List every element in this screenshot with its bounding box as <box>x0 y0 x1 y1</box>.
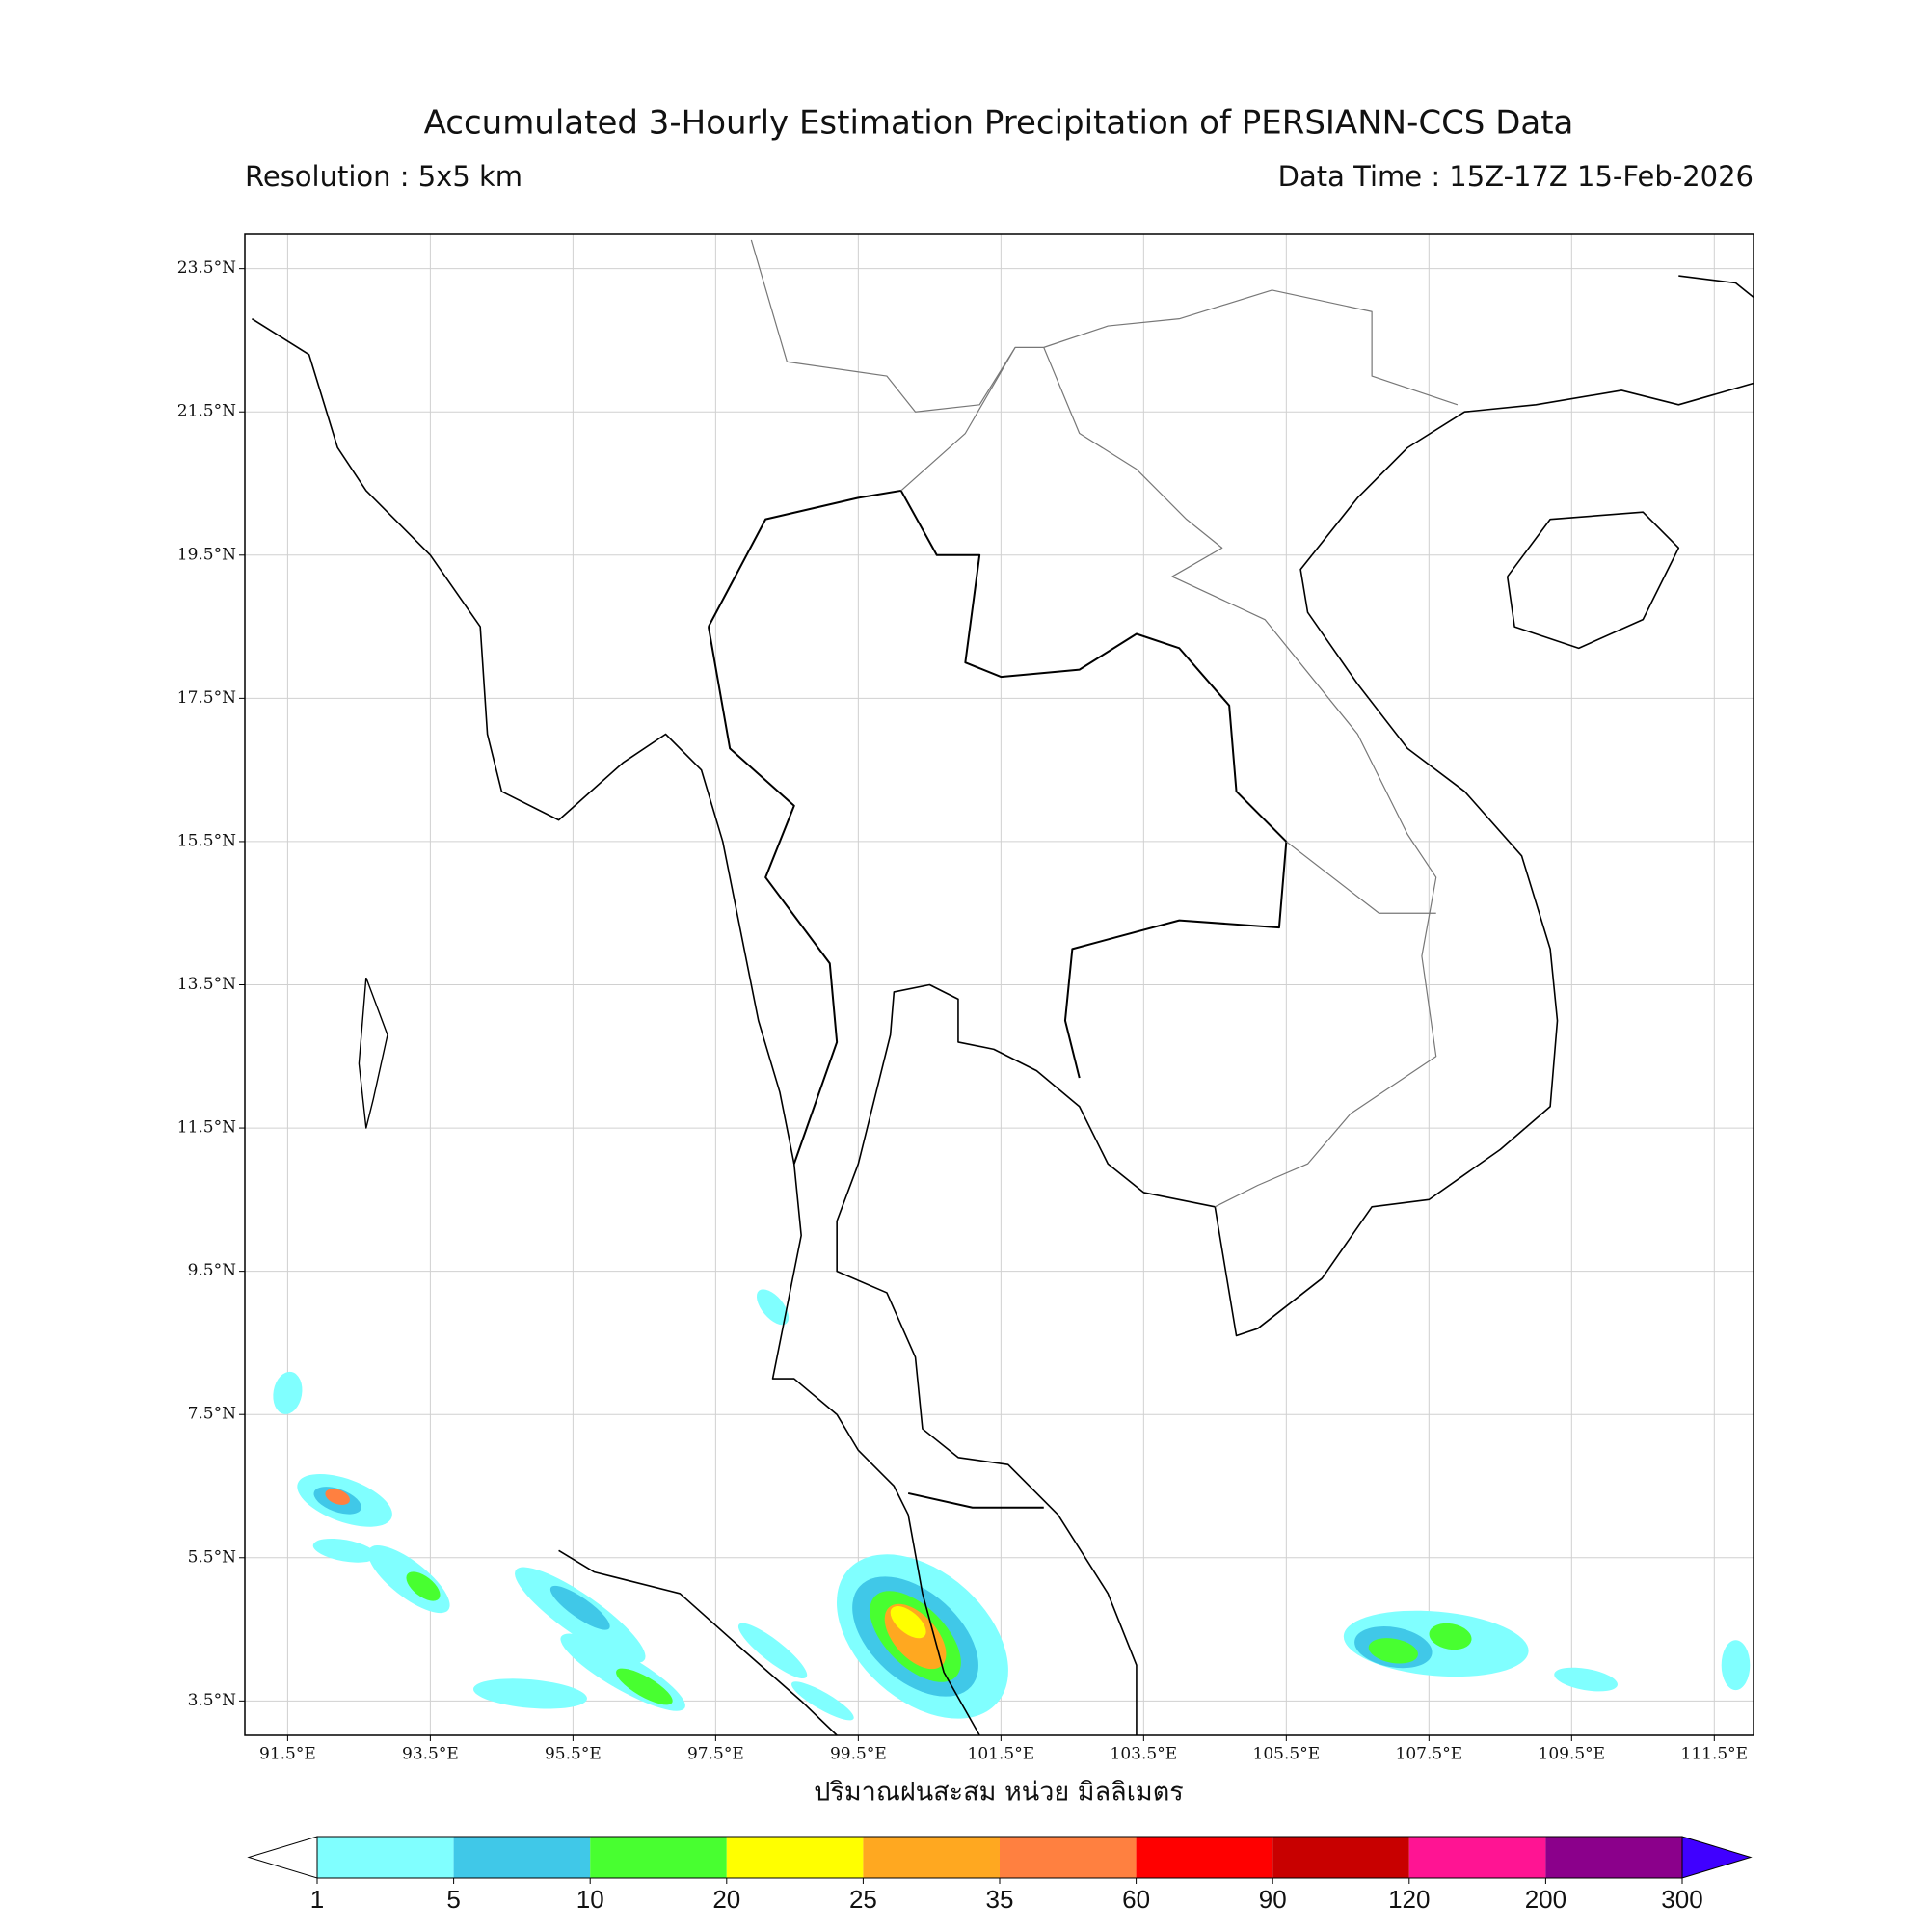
colorbar-label: 300 <box>1661 1885 1702 1914</box>
rain-area <box>890 1606 926 1639</box>
rain-area <box>1721 1640 1751 1691</box>
colorbar-segment <box>1000 1837 1137 1878</box>
rain-area <box>406 1571 441 1601</box>
y-tick-label: 19.5°N <box>177 545 236 564</box>
x-tick-label: 91.5°E <box>259 1745 316 1764</box>
colorbar-label: 10 <box>576 1885 604 1914</box>
coastline <box>358 977 388 1129</box>
rain-area <box>1429 1623 1472 1650</box>
colorbar-segment <box>726 1837 864 1878</box>
colorbar-under <box>247 1836 318 1879</box>
colorbar-segment <box>1136 1837 1273 1878</box>
colorbar-segment <box>317 1837 454 1878</box>
colorbar-segment <box>1408 1837 1546 1878</box>
x-tick-label: 99.5°E <box>830 1745 887 1764</box>
rain-area <box>791 1681 854 1721</box>
y-tick-label: 3.5°N <box>188 1691 237 1710</box>
coastline <box>558 1549 838 1736</box>
y-tick-label: 7.5°N <box>188 1405 237 1424</box>
rain-area <box>273 1371 303 1414</box>
thai-border <box>708 489 1288 1079</box>
colorbar-label: 60 <box>1122 1885 1150 1914</box>
subtitle-data-time: Data Time : 15Z-17Z 15-Feb-2026 <box>1278 160 1754 193</box>
x-tick-label: 111.5°E <box>1681 1745 1749 1764</box>
thai-border <box>907 1491 1044 1509</box>
x-tick-label: 97.5°E <box>687 1745 744 1764</box>
coastline <box>1678 275 1754 298</box>
colorbar-label: 90 <box>1259 1885 1287 1914</box>
axes: 91.5°E 93.5°E 95.5°E 97.5°E 99.5°E 101.5°E 103… <box>177 258 1748 1763</box>
y-tick-label: 9.5°N <box>188 1261 237 1280</box>
colorbar-segment <box>1272 1837 1409 1878</box>
colorbar-label: 5 <box>446 1885 460 1914</box>
colorbar-segment <box>453 1837 591 1878</box>
subtitle-resolution: Resolution : 5x5 km <box>245 160 522 193</box>
thai-border <box>707 626 839 1165</box>
colorbar-segment <box>590 1837 727 1878</box>
colorbar-label: 35 <box>986 1885 1014 1914</box>
x-tick-label: 95.5°E <box>545 1745 602 1764</box>
country-border <box>750 239 1459 413</box>
country-border <box>1043 347 1437 1208</box>
colorbar: 1 5 10 20 25 35 60 90 120 200 300 <box>247 1836 1753 1914</box>
rain-area <box>325 1489 350 1505</box>
y-tick-label: 15.5°N <box>177 831 236 850</box>
colorbar-label: 1 <box>310 1885 324 1914</box>
coastline <box>1506 511 1680 650</box>
x-tick-label: 107.5°E <box>1396 1745 1463 1764</box>
y-tick-label: 11.5°N <box>177 1118 236 1138</box>
rain-area <box>756 1289 790 1326</box>
y-tick-label: 17.5°N <box>177 688 236 708</box>
colorbar-label: 20 <box>712 1885 740 1914</box>
rain-area <box>549 1585 610 1630</box>
colorbar-label: 120 <box>1388 1885 1430 1914</box>
colorbar-segment <box>1545 1837 1682 1878</box>
rain-area <box>1554 1667 1618 1692</box>
y-tick-label: 13.5°N <box>177 975 236 994</box>
colorbar-segment <box>863 1837 1000 1878</box>
coastline <box>836 382 1754 1735</box>
y-tick-label: 23.5°N <box>177 258 236 278</box>
country-border <box>900 347 1016 492</box>
x-tick-label: 103.5°E <box>1111 1745 1178 1764</box>
x-tick-label: 93.5°E <box>402 1745 459 1764</box>
grid <box>245 234 1754 1735</box>
y-tick-label: 21.5°N <box>177 402 236 421</box>
rain-area <box>1368 1638 1418 1664</box>
x-tick-label: 105.5°E <box>1253 1745 1321 1764</box>
rain-area <box>472 1678 587 1709</box>
colorbar-label: 200 <box>1525 1885 1566 1914</box>
x-tick-label: 101.5°E <box>968 1745 1035 1764</box>
coastline <box>251 317 980 1736</box>
rain-areas <box>273 1289 1751 1721</box>
rain-area <box>616 1668 673 1705</box>
rain-area <box>312 1538 377 1563</box>
rain-area <box>737 1623 808 1679</box>
country-border <box>1285 841 1436 914</box>
map-outlines <box>251 239 1754 1736</box>
colorbar-over <box>1681 1836 1753 1879</box>
y-tick-label: 5.5°N <box>188 1547 237 1567</box>
chart-title: Accumulated 3-Hourly Estimation Precipit… <box>424 104 1574 143</box>
x-tick-label: 109.5°E <box>1539 1745 1606 1764</box>
x-axis-label: ปริมาณฝนสะสม หน่วย มิลลิเมตร <box>814 1778 1184 1808</box>
colorbar-label: 25 <box>849 1885 877 1914</box>
